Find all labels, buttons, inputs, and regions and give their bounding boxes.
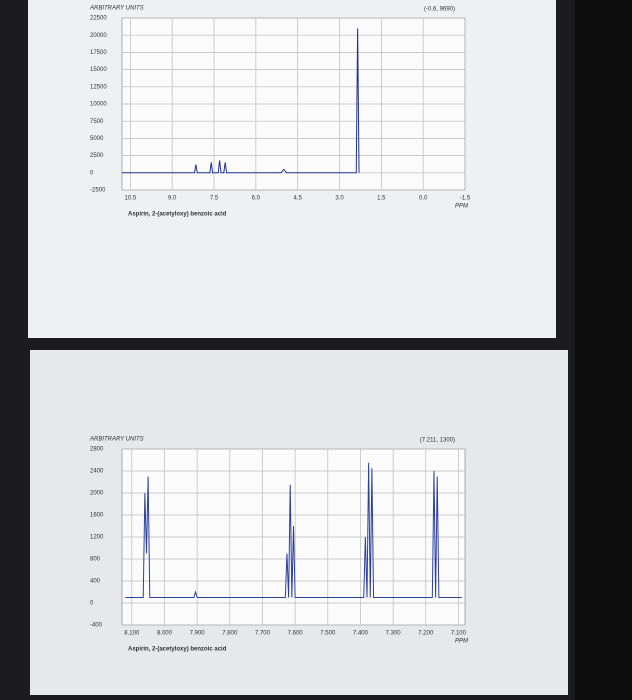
y-tick-label: 10000 xyxy=(90,102,107,108)
y-axis-label: ARBITRARY UNITS xyxy=(89,6,144,12)
y-tick-label: 20000 xyxy=(90,33,107,39)
spectrum-line xyxy=(125,462,462,598)
annotation: (7.211, 1300) xyxy=(420,438,455,444)
chart-title: Aspirin, 2-(acetyloxy) benzoic acid xyxy=(128,212,227,218)
x-axis-label: PPM xyxy=(455,639,468,645)
x-tick-label: 0.0 xyxy=(419,196,428,202)
x-tick-label: 6.0 xyxy=(252,196,261,202)
y-tick-label: -400 xyxy=(90,623,103,629)
x-tick-label: 8.000 xyxy=(157,631,173,637)
y-tick-label: 1200 xyxy=(90,535,104,541)
y-tick-label: 5000 xyxy=(90,136,104,142)
x-tick-label: 7.500 xyxy=(320,631,336,637)
annotation: (-0.6, 9690) xyxy=(424,7,455,13)
y-tick-label: 12500 xyxy=(90,84,107,90)
y-tick-label: -2500 xyxy=(90,188,106,194)
y-tick-label: 2500 xyxy=(90,153,104,159)
y-axis-label: ARBITRARY UNITS xyxy=(89,437,144,443)
y-tick-label: 22500 xyxy=(90,16,107,22)
x-axis-label: PPM xyxy=(455,204,468,210)
x-tick-label: 10.5 xyxy=(125,196,137,202)
x-tick-label: -1.5 xyxy=(460,196,471,202)
x-tick-label: 7.400 xyxy=(353,631,369,637)
x-tick-label: 7.700 xyxy=(255,631,271,637)
y-tick-label: 0 xyxy=(90,170,94,176)
x-tick-label: 7.200 xyxy=(418,631,434,637)
y-tick-label: 7500 xyxy=(90,119,104,125)
x-tick-label: 8.100 xyxy=(124,631,140,637)
y-tick-label: 2800 xyxy=(90,447,104,453)
x-tick-label: 1.5 xyxy=(377,196,386,202)
x-tick-label: 7.5 xyxy=(210,196,219,202)
x-tick-label: 4.5 xyxy=(294,196,303,202)
y-tick-label: 800 xyxy=(90,557,101,563)
x-tick-label: 7.300 xyxy=(386,631,402,637)
chart-title: Aspirin, 2-(acetyloxy) benzoic acid xyxy=(128,647,227,653)
y-tick-label: 2000 xyxy=(90,491,104,497)
y-tick-label: 15000 xyxy=(90,67,107,73)
spectrum-line xyxy=(122,28,360,174)
y-tick-label: 17500 xyxy=(90,50,107,56)
x-tick-label: 7.100 xyxy=(451,631,467,637)
x-tick-label: 3.0 xyxy=(335,196,344,202)
screen-edge xyxy=(575,0,632,700)
y-tick-label: 1600 xyxy=(90,513,104,519)
x-tick-label: 7.900 xyxy=(190,631,206,637)
y-tick-label: 0 xyxy=(90,601,94,607)
x-tick-label: 7.600 xyxy=(288,631,304,637)
y-tick-label: 2400 xyxy=(90,469,104,475)
x-tick-label: 9.0 xyxy=(168,196,177,202)
y-tick-label: 400 xyxy=(90,579,101,585)
x-tick-label: 7.800 xyxy=(222,631,238,637)
